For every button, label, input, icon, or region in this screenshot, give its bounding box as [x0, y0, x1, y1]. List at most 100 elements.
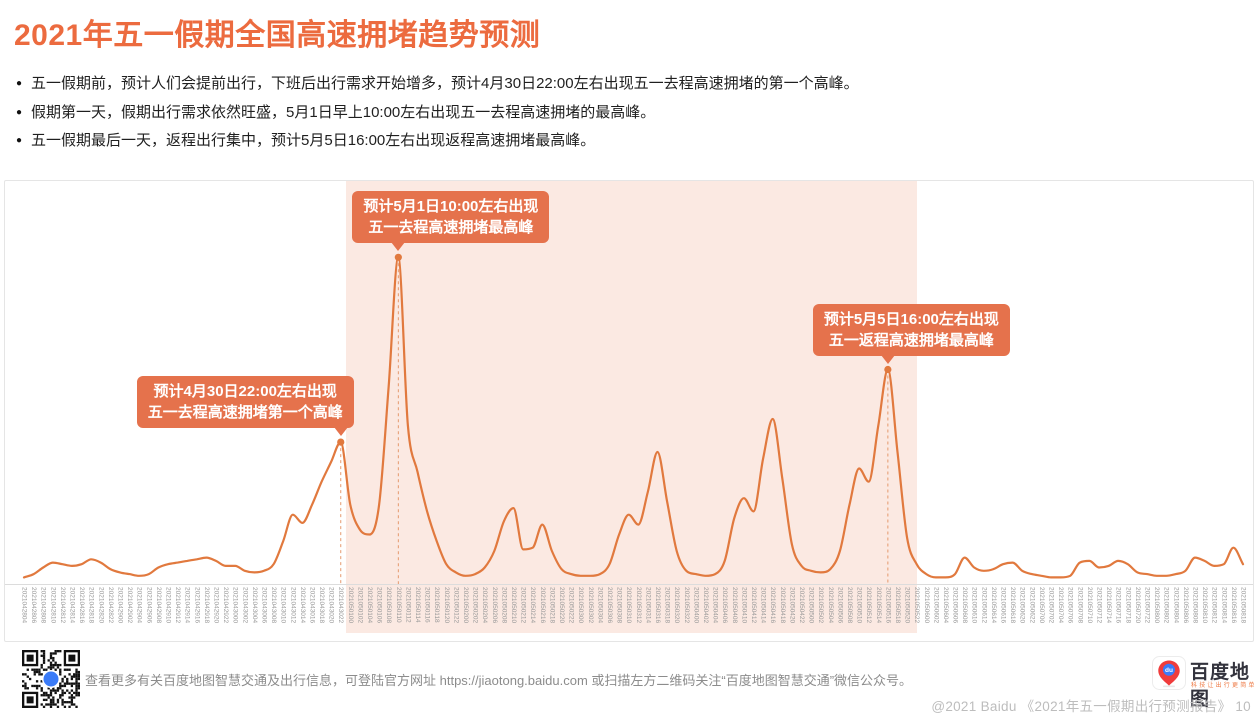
x-axis-label: 2021050416: [769, 587, 777, 624]
bullet-dot-icon: ●: [16, 106, 23, 118]
x-axis-label: 2021042910: [164, 587, 172, 624]
x-axis-label: 2021050606: [951, 587, 959, 624]
x-axis-label: 2021042916: [193, 587, 201, 624]
x-axis-labels: 2021042804 2021042806 2021042808 2021042810…: [5, 181, 1253, 641]
x-axis-label: 2021050410: [740, 587, 748, 624]
page-title: 2021年五一假期全国高速拥堵趋势预测: [14, 19, 541, 52]
x-axis-label: 2021050408: [730, 587, 738, 624]
x-axis-label: 2021042902: [126, 587, 134, 624]
x-axis-label: 2021050116: [423, 587, 431, 623]
x-axis-label: 2021050200: [462, 587, 470, 624]
x-axis-label: 2021050222: [567, 587, 575, 624]
x-axis-label: 2021042806: [30, 587, 38, 624]
x-axis-label: 2021050106: [375, 587, 383, 624]
x-axis-label: 2021050208: [500, 587, 508, 624]
baidu-maps-logo: du 百度地图 科技让出行更简单: [1152, 656, 1256, 710]
x-axis-label: 2021050316: [653, 587, 661, 624]
x-axis-label: 2021043008: [270, 587, 278, 624]
x-axis-label: 2021050620: [1018, 587, 1026, 624]
x-axis-label: 2021050520: [903, 587, 911, 624]
x-axis-label: 2021042808: [39, 587, 47, 624]
x-axis-label: 2021042906: [145, 587, 153, 624]
x-axis-label: 2021043006: [260, 587, 268, 624]
annotation-text: 五一去程高速拥堵最高峰: [368, 219, 534, 237]
x-axis-label: 2021043010: [279, 587, 287, 624]
svg-text:du: du: [1165, 667, 1173, 674]
x-axis-label: 2021050508: [845, 587, 853, 624]
summary-bullets: ● 五一假期前，预计人们会提前出行，下班后出行需求开始增多，预计4月30日22:0…: [16, 70, 1246, 156]
x-axis-label: 2021050122: [452, 587, 460, 624]
x-axis-label: 2021050702: [1047, 587, 1055, 624]
annotation-text: 五一去程高速拥堵第一个高峰: [147, 404, 343, 422]
x-axis-label: 2021042914: [183, 587, 191, 624]
bullet-item: ● 五一假期前，预计人们会提前出行，下班后出行需求开始增多，预计4月30日22:0…: [16, 70, 1246, 99]
x-axis-label: 2021050600: [922, 587, 930, 624]
x-axis-label: 2021043014: [298, 587, 306, 624]
x-axis-label: 2021050218: [548, 587, 556, 624]
bullet-text: 五一假期最后一天，返程出行集中，预计5月5日16:00左右出现返程高速拥堵最高峰…: [31, 132, 596, 149]
callout-pointer-icon: [880, 354, 895, 364]
x-axis-label: 2021050302: [586, 587, 594, 624]
jiaotong-link[interactable]: https://jiaotong.baidu.com: [439, 673, 588, 688]
holiday-shaded-region: [345, 181, 917, 633]
x-axis-label: 2021050308: [615, 587, 623, 624]
x-axis-label: 2021043004: [250, 587, 258, 624]
x-axis-label: 2021050120: [442, 587, 450, 624]
bullet-dot-icon: ●: [16, 135, 23, 146]
x-axis-label: 2021050614: [989, 587, 997, 624]
x-axis-label: 2021043000: [231, 587, 239, 624]
x-axis-label: 2021050104: [366, 587, 374, 624]
x-axis-label: 2021050502: [817, 587, 825, 624]
x-axis-label: 2021050216: [538, 587, 546, 624]
x-axis-label: 2021042904: [135, 587, 143, 624]
x-axis-label: 2021050110: [394, 587, 402, 623]
bullet-item: ● 假期第一天，假期出行需求依然旺盛，5月1日早上10:00左右出现五一去程高速拥…: [16, 99, 1246, 128]
x-axis-label: 2021050420: [788, 587, 796, 624]
map-pin-icon: du: [1152, 656, 1186, 690]
x-axis-label: 2021043022: [337, 587, 345, 624]
attribution: @2021 Baidu 《2021年五一假期出行预测报告》 10: [931, 695, 1251, 715]
x-axis-label: 2021050414: [759, 587, 767, 624]
x-axis-label: 2021050310: [625, 587, 633, 624]
qr-center-logo: [43, 671, 59, 687]
x-axis-label: 2021050710: [1085, 587, 1093, 624]
x-axis-label: 2021050618: [1009, 587, 1017, 624]
x-axis-label: 2021050418: [778, 587, 786, 624]
x-axis-label: 2021050518: [893, 587, 901, 624]
x-axis-label: 2021042818: [87, 587, 95, 624]
x-axis-label: 2021050312: [634, 587, 642, 624]
x-axis-label: 2021042816: [78, 587, 86, 624]
bullet-text: 假期第一天，假期出行需求依然旺盛，5月1日早上10:00左右出现五一去程高速拥堵…: [31, 103, 656, 121]
annotation-text: 五一返程高速拥堵最高峰: [828, 331, 994, 349]
trend-line-plot: [22, 253, 1245, 584]
x-axis-label: 2021043012: [289, 587, 297, 624]
x-axis-label: 2021050806: [1181, 587, 1189, 624]
footer-info-text: 查看更多有关百度地图智慧交通及出行信息，可登陆官方网址: [85, 673, 440, 688]
x-axis-label: 2021050102: [356, 587, 364, 624]
x-axis-label: 2021050402: [701, 587, 709, 624]
x-axis-label: 2021050804: [1172, 587, 1180, 624]
x-axis-label: 2021050810: [1201, 587, 1209, 624]
annotation-callout: 预计5月5日16:00左右出现 五一返程高速拥堵最高峰: [812, 303, 1010, 364]
x-axis-label: 2021050602: [932, 587, 940, 624]
x-axis-label: 2021050812: [1210, 587, 1218, 624]
footer-info: 查看更多有关百度地图智慧交通及出行信息，可登陆官方网址 https://jiao…: [85, 670, 912, 689]
x-axis-label: 2021050716: [1114, 587, 1122, 624]
x-axis-label: 2021050712: [1095, 587, 1103, 624]
x-axis-label: 2021050718: [1124, 587, 1132, 624]
annotation-text: 预计5月1日10:00左右出现: [363, 198, 539, 216]
x-axis-label: 2021050422: [797, 587, 805, 624]
x-axis-label: 2021050512: [865, 587, 873, 624]
bullet-item: ● 五一假期最后一天，返程出行集中，预计5月5日16:00左右出现返程高速拥堵最高…: [16, 127, 1246, 156]
x-axis-label: 2021042822: [106, 587, 114, 624]
x-axis-label: 2021050816: [1229, 587, 1237, 624]
x-axis-label: 2021050514: [874, 587, 882, 624]
x-axis-label: 2021050622: [1028, 587, 1036, 624]
x-axis-label: 2021050100: [346, 587, 354, 624]
x-axis-label: 2021050722: [1143, 587, 1151, 624]
x-axis-label: 2021050314: [644, 587, 652, 624]
congestion-trend-chart: 2021042804 2021042806 2021042808 2021042810…: [4, 180, 1254, 642]
peak-marker: [884, 365, 892, 374]
x-axis-label: 2021050700: [1037, 587, 1045, 624]
